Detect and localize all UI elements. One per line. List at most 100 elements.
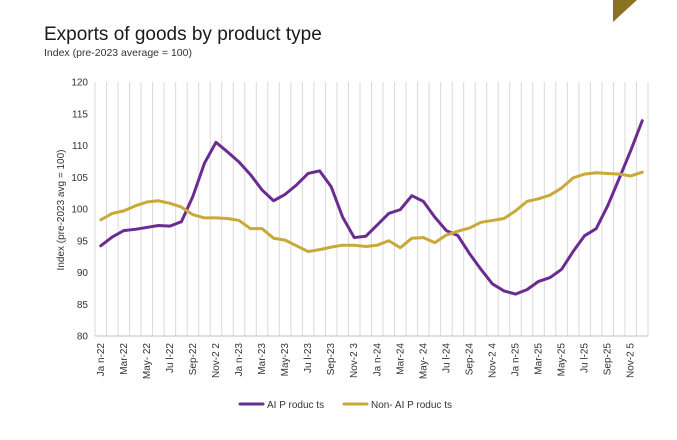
data-point-ai-products xyxy=(376,223,379,226)
data-point-ai-products xyxy=(318,170,321,172)
data-point-ai-products xyxy=(295,183,298,186)
y-tick-label: 85 xyxy=(77,300,89,311)
data-point-non-ai-products xyxy=(341,244,344,247)
data-point-non-ai-products xyxy=(618,173,621,175)
data-point-ai-products xyxy=(203,162,206,165)
y-axis: 80 85 90 95 100 105 110 115 120 xyxy=(71,78,88,343)
data-point-ai-products xyxy=(353,236,356,239)
data-point-ai-products xyxy=(526,288,528,291)
x-tick-label: May- 24 xyxy=(418,343,429,380)
data-point-non-ai-products xyxy=(526,200,528,203)
data-point-non-ai-products xyxy=(399,246,402,249)
x-tick-label: May-25 xyxy=(557,343,568,377)
data-point-non-ai-products xyxy=(307,250,310,253)
data-point-non-ai-products xyxy=(364,245,367,248)
chart-title: Exports of goods by product type xyxy=(44,24,322,45)
x-tick-label: May-23 xyxy=(280,343,291,377)
data-point-ai-products xyxy=(433,216,436,219)
data-point-non-ai-products xyxy=(629,175,632,177)
data-point-ai-products xyxy=(122,229,125,232)
y-tick-label: 95 xyxy=(77,236,89,247)
data-point-non-ai-products xyxy=(549,194,551,196)
data-point-non-ai-products xyxy=(537,197,540,200)
data-point-ai-products xyxy=(549,276,551,279)
x-tick-label: Mar-24 xyxy=(395,343,406,375)
data-point-non-ai-products xyxy=(503,217,505,220)
data-point-non-ai-products xyxy=(203,216,206,219)
data-point-non-ai-products xyxy=(99,218,102,221)
data-point-ai-products xyxy=(595,227,598,230)
data-point-non-ai-products xyxy=(111,212,114,215)
y-tick-label: 115 xyxy=(72,109,88,120)
x-tick-label: Ju l-22 xyxy=(165,343,176,373)
data-point-ai-products xyxy=(410,194,413,197)
x-tick-label: Mar-22 xyxy=(119,343,130,375)
data-point-ai-products xyxy=(157,224,160,227)
data-point-ai-products xyxy=(111,236,114,238)
data-point-ai-products xyxy=(238,161,240,163)
data-point-non-ai-products xyxy=(445,234,448,236)
legend-label-non-ai-products: Non- AI P roduc ts xyxy=(371,400,452,411)
x-tick-label: Nov-2 2 xyxy=(211,343,222,378)
data-point-ai-products xyxy=(364,235,367,238)
data-point-non-ai-products xyxy=(583,173,586,175)
data-point-ai-products xyxy=(457,234,459,237)
data-point-non-ai-products xyxy=(249,227,252,230)
data-point-non-ai-products xyxy=(572,176,575,179)
chart-subtitle: Index (pre-2023 average = 100) xyxy=(44,47,192,59)
data-point-ai-products xyxy=(480,268,482,271)
x-tick-label: Sep-22 xyxy=(188,343,199,376)
x-tick-label: Ju l-24 xyxy=(441,343,452,373)
data-point-non-ai-products xyxy=(134,204,137,207)
data-point-ai-products xyxy=(445,229,448,232)
y-tick-label: 80 xyxy=(77,332,89,343)
data-point-ai-products xyxy=(641,119,644,122)
data-point-non-ai-products xyxy=(168,202,171,205)
data-point-ai-products xyxy=(618,177,621,180)
data-point-ai-products xyxy=(514,293,517,295)
x-tick-label: Nov-2 3 xyxy=(349,343,360,378)
y-axis-title: Index (pre-2023 avg = 100) xyxy=(56,150,67,271)
legend-label-ai-products: AI P roduc ts xyxy=(267,400,324,411)
data-point-ai-products xyxy=(99,244,102,247)
data-point-non-ai-products xyxy=(595,171,598,174)
x-tick-label: Nov-2 4 xyxy=(487,343,498,378)
corner-logo-mark xyxy=(613,0,637,22)
data-point-non-ai-products xyxy=(157,199,160,202)
x-tick-label: Ja n-24 xyxy=(372,343,383,377)
data-point-ai-products xyxy=(261,189,263,191)
data-point-non-ai-products xyxy=(238,219,240,222)
y-tick-label: 90 xyxy=(77,268,89,279)
x-tick-label: Sep-24 xyxy=(464,343,475,376)
data-point-non-ai-products xyxy=(387,239,390,242)
legend: AI P roduc ts Non- AI P roduc ts xyxy=(238,400,452,411)
data-point-ai-products xyxy=(468,252,471,255)
data-point-non-ai-products xyxy=(491,219,494,222)
data-point-ai-products xyxy=(307,172,310,175)
data-point-non-ai-products xyxy=(215,216,217,219)
data-point-ai-products xyxy=(491,283,494,285)
x-tick-label: Ju l-25 xyxy=(580,343,591,373)
data-point-ai-products xyxy=(134,228,137,231)
data-point-non-ai-products xyxy=(226,217,229,220)
data-point-ai-products xyxy=(341,216,344,219)
x-tick-label: Ju l-23 xyxy=(303,343,314,373)
data-point-non-ai-products xyxy=(295,244,298,247)
data-point-non-ai-products xyxy=(457,230,459,233)
data-point-ai-products xyxy=(215,141,217,144)
data-point-ai-products xyxy=(226,150,229,153)
data-point-non-ai-products xyxy=(606,172,609,175)
data-point-ai-products xyxy=(572,250,575,253)
x-tick-label: May- 22 xyxy=(142,343,153,380)
data-point-non-ai-products xyxy=(122,210,125,212)
data-point-ai-products xyxy=(249,173,252,176)
data-point-non-ai-products xyxy=(330,246,333,249)
x-tick-label: Ja n-23 xyxy=(234,343,245,377)
y-tick-label: 120 xyxy=(71,78,88,89)
x-tick-label: Ja n-25 xyxy=(511,343,522,377)
data-point-non-ai-products xyxy=(192,213,194,216)
x-tick-label: Mar-25 xyxy=(534,343,545,375)
data-point-non-ai-products xyxy=(641,171,644,174)
data-point-ai-products xyxy=(583,234,586,237)
y-tick-label: 105 xyxy=(71,173,88,184)
